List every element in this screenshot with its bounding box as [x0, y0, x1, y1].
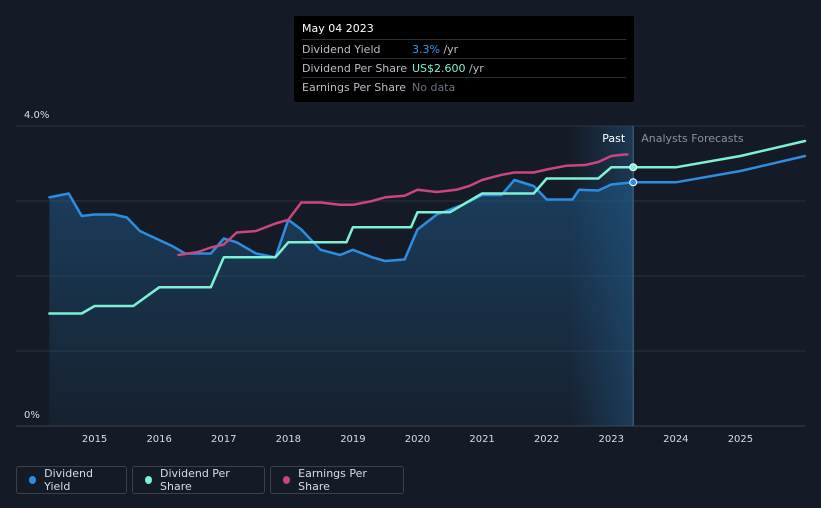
- legend-dot-icon: [283, 476, 291, 484]
- tooltip-row-suffix: /yr: [439, 42, 459, 56]
- marker-dividend-per-share: [629, 163, 638, 172]
- legend-item-earnings-per-share[interactable]: Earnings Per Share: [270, 466, 404, 494]
- series-lines: [48, 139, 807, 315]
- x-tick-label: 2015: [82, 434, 107, 445]
- x-tick-label: 2016: [146, 434, 171, 445]
- legend-label: Dividend Yield: [44, 467, 93, 493]
- tooltip-row-name: Dividend Per Share: [302, 61, 408, 75]
- series-line-dividend-yield: [48, 154, 807, 263]
- tooltip-row-dividend-yield: Dividend Yield 3.3% /yr: [302, 39, 626, 58]
- tooltip-row-value: 3.3%: [412, 42, 440, 56]
- x-tick-labels: 2015 2016 2017 2018 2019 2020 2021 2022 2023 2024…: [82, 434, 753, 445]
- legend-label: Dividend Per Share: [160, 467, 230, 493]
- series-line-dividend-per-share: [48, 139, 807, 315]
- tooltip-date: May 04 2023: [302, 22, 374, 35]
- tooltip-row-value: No data: [412, 80, 456, 94]
- x-tick-label: 2020: [405, 434, 430, 445]
- x-tick-label: 2017: [211, 434, 236, 445]
- series-line-earnings-per-share: [177, 153, 629, 257]
- tooltip-row-dividend-per-share: Dividend Per Share US$2.600 /yr: [302, 58, 626, 77]
- tooltip-row-name: Earnings Per Share: [302, 80, 407, 94]
- x-tick-label: 2022: [534, 434, 559, 445]
- forecast-label: Analysts Forecasts: [641, 132, 744, 145]
- legend-label: Earnings Per Share: [298, 467, 367, 493]
- current-markers: [629, 163, 638, 187]
- y-tick-label-top: 4.0%: [24, 110, 49, 121]
- marker-dividend-yield: [629, 178, 638, 187]
- x-tick-label: 2024: [663, 434, 688, 445]
- y-tick-label-bottom: 0%: [24, 410, 40, 421]
- legend-item-dividend-yield[interactable]: Dividend Yield: [16, 466, 127, 494]
- legend-item-dividend-per-share[interactable]: Dividend Per Share: [132, 466, 265, 494]
- x-tick-label: 2018: [276, 434, 301, 445]
- x-tick-label: 2025: [728, 434, 753, 445]
- past-label: Past: [602, 132, 626, 145]
- legend-dot-icon: [29, 476, 37, 484]
- x-tick-label: 2021: [469, 434, 494, 445]
- tooltip-row-name: Dividend Yield: [302, 42, 381, 56]
- tooltip: May 04 2023 Dividend Yield 3.3% /yr Divi…: [294, 16, 634, 102]
- tooltip-row-value: US$2.600: [412, 61, 466, 75]
- legend-dot-icon: [145, 476, 152, 484]
- x-tick-label: 2023: [599, 434, 624, 445]
- x-tick-label: 2019: [340, 434, 365, 445]
- dividend-yield-area: [49, 180, 634, 426]
- tooltip-row-suffix: /yr: [465, 61, 484, 75]
- tooltip-row-earnings-per-share: Earnings Per Share No data: [302, 77, 626, 96]
